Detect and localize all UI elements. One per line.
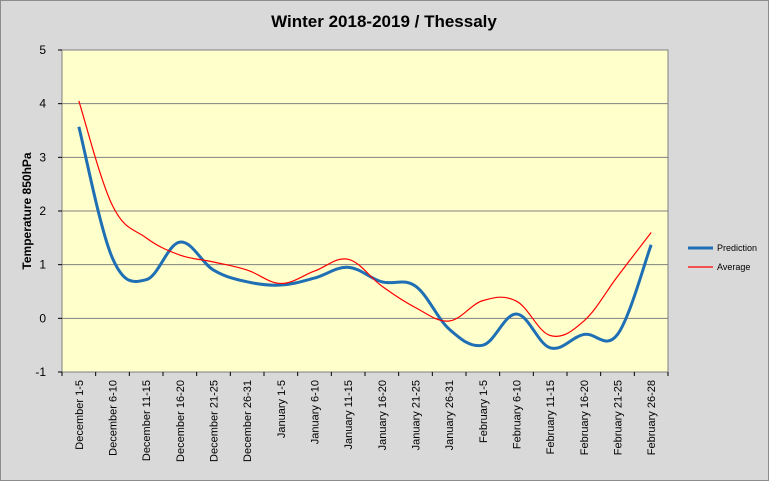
y-tick-label: 1	[39, 258, 46, 272]
y-tick-label: 5	[39, 43, 46, 57]
x-tick-label: December 6-10	[108, 380, 120, 456]
x-tick-label: December 21-25	[209, 380, 221, 462]
y-tick-label: 0	[39, 311, 46, 325]
x-tick-label: February 26-28	[646, 380, 658, 455]
x-tick-label: December 26-31	[242, 380, 254, 462]
series-line-average	[78, 100, 652, 337]
y-axis-ticks: -1 0 1 2 3 4 5	[35, 43, 62, 379]
x-tick-label: January 11-15	[343, 380, 355, 450]
x-tick-label: January 21-25	[411, 380, 423, 450]
x-axis-ticks: December 1-5 December 6-10 December 11-15 D…	[61, 372, 669, 462]
x-tick-label: December 16-20	[175, 380, 187, 462]
y-tick-label: -1	[35, 365, 46, 379]
x-tick-label: December 11-15	[141, 380, 153, 461]
y-tick-label: 3	[39, 150, 46, 164]
x-tick-label: December 1-5	[74, 380, 86, 450]
legend-label-average: Average	[717, 262, 750, 272]
grid-lines	[62, 103, 668, 319]
legend-label-prediction: Prediction	[717, 243, 757, 253]
chart-title: Winter 2018-2019 / Thessaly	[271, 12, 497, 31]
x-tick-label: January 16-20	[377, 380, 389, 450]
x-tick-label: February 11-15	[545, 380, 557, 454]
x-tick-label: January 26-31	[444, 380, 456, 450]
x-tick-label: February 6-10	[512, 380, 524, 449]
y-tick-label: 4	[39, 97, 46, 111]
x-tick-label: February 16-20	[579, 380, 591, 455]
x-tick-label: January 6-10	[310, 380, 322, 444]
y-tick-label: 2	[39, 204, 46, 218]
y-axis-label: Temperature 850hPa	[20, 152, 34, 269]
series-layer	[77, 100, 653, 350]
x-tick-label: February 1-5	[478, 380, 490, 443]
series-line-prediction	[77, 126, 653, 350]
x-tick-label: February 21-25	[613, 380, 625, 455]
legend: Prediction Average	[688, 243, 757, 272]
x-tick-label: January 1-5	[276, 380, 288, 438]
